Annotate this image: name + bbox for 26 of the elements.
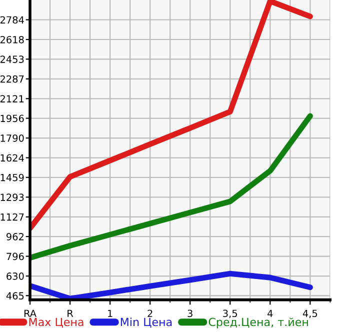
x-tick-label: RA (24, 310, 36, 317)
y-tick-label: 2784 (0, 16, 24, 24)
legend-label: Max Цена (29, 318, 84, 328)
legend-label: Min Цена (120, 318, 172, 328)
y-tick-label: 1459 (0, 174, 24, 182)
y-tick-label: 2618 (0, 36, 24, 44)
legend-label: Сред.Цена, т.йен (208, 318, 308, 328)
x-tick-label: 4 (268, 310, 273, 317)
x-tick-label: 3,5 (223, 310, 237, 318)
x-tick-label: 1 (108, 310, 112, 317)
x-tick-label: 4,5 (302, 310, 318, 318)
y-tick-label: 2121 (0, 95, 24, 102)
x-tick-label: 2 (148, 310, 152, 317)
y-tick-label: 465 (6, 292, 24, 300)
y-tick-label: 1624 (0, 154, 24, 162)
y-tick-label: 1790 (0, 134, 24, 142)
x-tick-label: R (68, 310, 74, 317)
y-tick-label: 1127 (0, 213, 24, 221)
y-tick-label: 796 (6, 252, 24, 260)
y-tick-label: 1956 (0, 114, 24, 122)
y-tick-label: 962 (6, 233, 24, 240)
y-tick-label: 2287 (0, 75, 24, 83)
y-tick-label: 630 (6, 272, 24, 280)
y-tick-label: 2453 (0, 56, 24, 63)
y-tick-label: 1293 (0, 194, 24, 201)
x-tick-label: 3 (188, 310, 192, 318)
